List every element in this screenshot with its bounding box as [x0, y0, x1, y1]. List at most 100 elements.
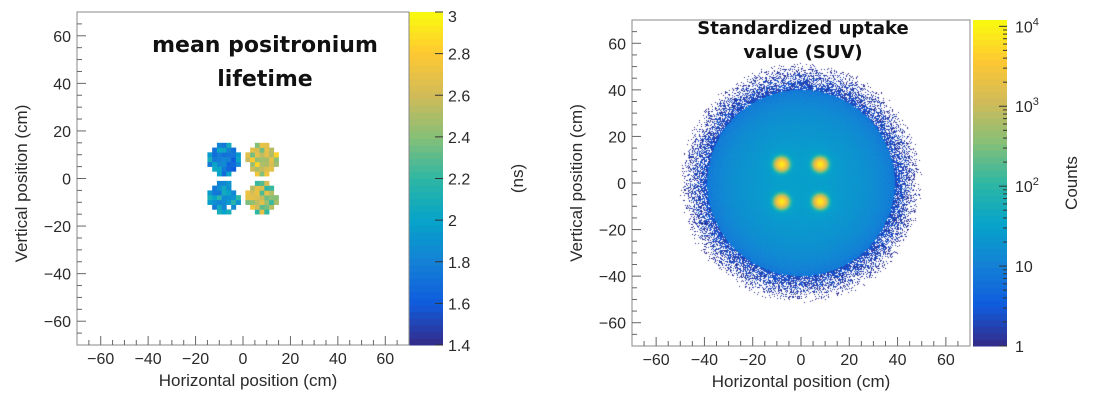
plot-title-line: lifetime — [217, 67, 312, 92]
lifetime-bin-region-4 — [259, 209, 265, 215]
x-tick-label: −20 — [182, 351, 209, 368]
colorbar-segment — [409, 31, 443, 40]
colorbar-segment — [973, 261, 1007, 269]
lifetime-bin-region-3 — [216, 195, 222, 201]
lifetime-bin-region-2 — [269, 166, 275, 172]
lifetime-bin-region-3 — [216, 199, 222, 205]
colorbar-tick-label: 2.6 — [448, 88, 470, 105]
colorbar-segment — [409, 251, 443, 259]
x-axis-title: Horizontal position (cm) — [159, 371, 338, 390]
colorbar-tick-label: 1.6 — [448, 296, 470, 313]
x-tick-label: −40 — [135, 351, 162, 368]
colorbar-segment — [409, 131, 443, 140]
lifetime-bin-region-4 — [259, 199, 265, 205]
lifetime-bin-region-1 — [212, 147, 218, 153]
colorbar-segment — [409, 125, 443, 133]
lifetime-bin-region-3 — [221, 209, 227, 215]
colorbar-segment — [973, 196, 1007, 204]
lifetime-bin-region-4 — [269, 199, 275, 205]
lifetime-bin-region-1 — [226, 157, 232, 163]
colorbar-segment — [409, 305, 443, 313]
lifetime-bin-region-3 — [212, 185, 218, 191]
lifetime-bin-region-1 — [216, 152, 222, 158]
y-axis-title: Vertical position (cm) — [12, 105, 31, 263]
colorbar-segment — [973, 124, 1007, 132]
colorbar-segment — [973, 319, 1007, 327]
plot-frame — [76, 11, 410, 346]
colorbar-tick-label: 1.4 — [448, 338, 470, 355]
tick-base: 10 — [1015, 259, 1033, 276]
lifetime-bin-region-4 — [259, 204, 265, 210]
lifetime-bin-region-4 — [259, 180, 265, 186]
colorbar-tick-label: 2.8 — [448, 47, 470, 64]
tick-base: 10 — [1015, 179, 1033, 196]
lifetime-bin-region-2 — [254, 142, 260, 148]
colorbar-tick-label: 102 — [1015, 176, 1039, 196]
colorbar-segment — [409, 225, 443, 233]
lifetime-bin-region-1 — [221, 161, 227, 167]
colorbar-segment — [409, 291, 443, 299]
x-tick-label: 60 — [376, 351, 394, 368]
y-tick-label: −40 — [599, 269, 626, 286]
colorbar-segment — [409, 271, 443, 279]
colorbar-segment — [409, 151, 443, 160]
colorbar-segment — [973, 26, 1007, 34]
y-tick-label: −20 — [599, 223, 626, 240]
colorbar-tick-label: 2 — [448, 213, 457, 230]
lifetime-bin-region-4 — [250, 185, 256, 191]
colorbar-segment — [409, 338, 443, 346]
colorbar-segment — [409, 198, 443, 206]
lifetime-bin-region-2 — [259, 152, 265, 158]
lifetime-bin-region-2 — [245, 152, 251, 158]
tick-base: 1 — [1015, 339, 1024, 356]
colorbar-segment — [409, 285, 443, 293]
lifetime-bin-region-1 — [207, 161, 213, 167]
lifetime-bin-region-4 — [254, 204, 260, 210]
lifetime-bin-region-1 — [226, 147, 232, 153]
lifetime-bin-region-4 — [250, 195, 256, 201]
lifetime-bin-region-4 — [264, 199, 270, 205]
lifetime-bin-region-2 — [254, 161, 260, 167]
colorbar-segment — [973, 143, 1007, 151]
y-tick-label: 60 — [608, 36, 626, 53]
colorbar-segment — [973, 274, 1007, 282]
lifetime-bin-region-4 — [250, 204, 256, 210]
lifetime-bin-region-3 — [226, 185, 232, 191]
x-tick-label: 60 — [937, 352, 955, 369]
lifetime-bin-region-4 — [254, 195, 260, 201]
colorbar-segment — [973, 163, 1007, 171]
plot-title-line: Standardized uptake — [697, 18, 908, 39]
colorbar-segment — [409, 145, 443, 153]
colorbar-tick-label: 104 — [1015, 16, 1039, 36]
colorbar-segment — [409, 91, 443, 100]
lifetime-bin-region-1 — [235, 161, 241, 167]
colorbar-segment — [973, 209, 1007, 217]
lifetime-bin-region-3 — [221, 185, 227, 191]
lifetime-bin-region-2 — [259, 157, 265, 163]
lifetime-bin-region-4 — [269, 204, 275, 210]
colorbar-tick-label: 1 — [1015, 339, 1024, 356]
lifetime-bin-region-4 — [245, 190, 251, 196]
lifetime-bin-region-2 — [259, 171, 265, 177]
lifetime-bin-region-1 — [216, 142, 222, 148]
lifetime-bin-region-2 — [250, 152, 256, 158]
colorbar-segment — [973, 339, 1007, 347]
lifetime-bin-region-1 — [216, 157, 222, 163]
lifetime-bin-region-4 — [273, 195, 279, 201]
lifetime-bin-region-3 — [235, 195, 241, 201]
lifetime-bin-region-2 — [250, 166, 256, 172]
colorbar-segment — [973, 326, 1007, 334]
colorbar-segment — [973, 169, 1007, 177]
lifetime-bin-region-3 — [216, 204, 222, 210]
colorbar-segment — [409, 105, 443, 113]
y-tick-label: 40 — [53, 76, 71, 93]
colorbar-segment — [409, 85, 443, 93]
colorbar-segment — [973, 248, 1007, 256]
colorbar-segment — [973, 137, 1007, 145]
x-tick-label: 20 — [282, 351, 300, 368]
colorbar-title: (ns) — [508, 164, 527, 193]
colorbar-segment — [409, 311, 443, 319]
colorbar-segment — [409, 118, 443, 126]
colorbar-segment — [409, 238, 443, 246]
y-axis-title: Vertical position (cm) — [567, 104, 586, 262]
